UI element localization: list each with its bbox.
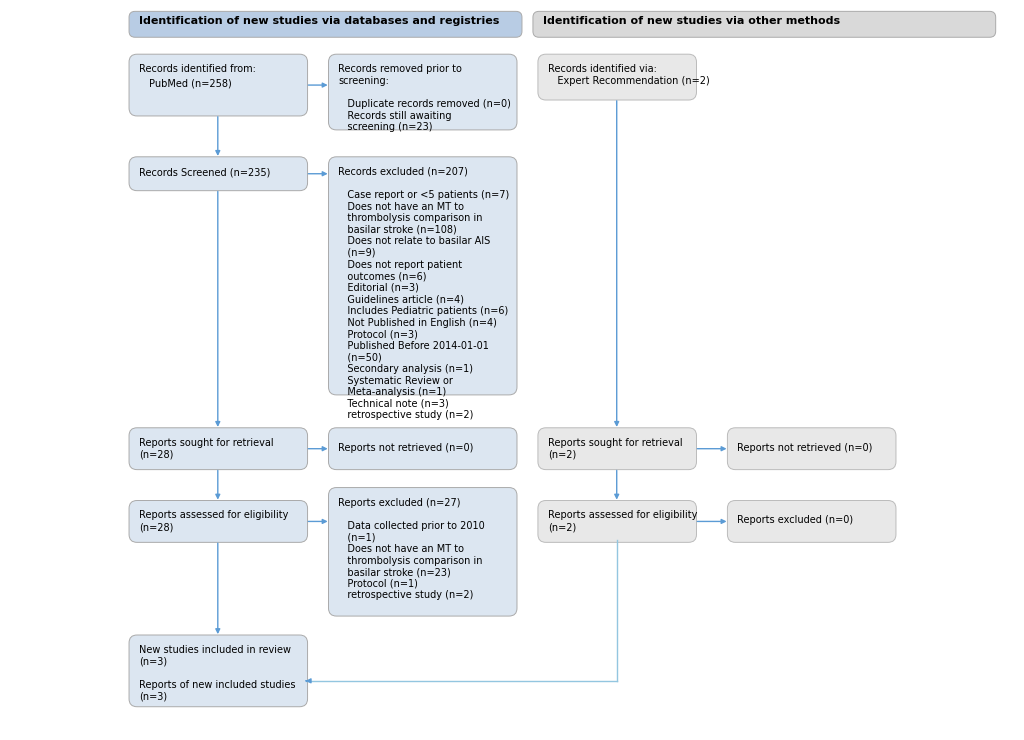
Text: Identification of new studies via other methods: Identification of new studies via other … xyxy=(543,16,840,27)
FancyBboxPatch shape xyxy=(129,500,307,542)
FancyBboxPatch shape xyxy=(329,54,517,130)
Text: Identification of new studies via databases and registries: Identification of new studies via databa… xyxy=(139,16,500,27)
FancyBboxPatch shape xyxy=(329,428,517,470)
FancyBboxPatch shape xyxy=(538,500,696,542)
Text: Records identified via:
   Expert Recommendation (n=2): Records identified via: Expert Recommend… xyxy=(548,64,710,86)
Text: PubMed (n=258): PubMed (n=258) xyxy=(148,78,231,88)
Text: Reports assessed for eligibility
(n=28): Reports assessed for eligibility (n=28) xyxy=(139,511,289,532)
FancyBboxPatch shape xyxy=(129,635,307,707)
Text: Reports not retrieved (n=0): Reports not retrieved (n=0) xyxy=(339,443,474,453)
FancyBboxPatch shape xyxy=(538,428,696,470)
FancyBboxPatch shape xyxy=(532,11,995,37)
Text: Reports not retrieved (n=0): Reports not retrieved (n=0) xyxy=(737,443,872,453)
FancyBboxPatch shape xyxy=(727,428,896,470)
Text: Records excluded (n=207)

   Case report or <5 patients (n=7)
   Does not have a: Records excluded (n=207) Case report or … xyxy=(339,166,510,420)
FancyBboxPatch shape xyxy=(329,157,517,395)
Text: Records Screened (n=235): Records Screened (n=235) xyxy=(139,168,270,178)
FancyBboxPatch shape xyxy=(727,500,896,542)
FancyBboxPatch shape xyxy=(129,428,307,470)
FancyBboxPatch shape xyxy=(538,54,696,100)
Text: Records removed prior to
screening:

   Duplicate records removed (n=0)
   Recor: Records removed prior to screening: Dupl… xyxy=(339,64,511,132)
Text: Reports assessed for eligibility
(n=2): Reports assessed for eligibility (n=2) xyxy=(548,511,697,532)
FancyBboxPatch shape xyxy=(329,488,517,616)
Text: Reports excluded (n=27)

   Data collected prior to 2010
   (n=1)
   Does not ha: Reports excluded (n=27) Data collected p… xyxy=(339,497,485,600)
Text: Records identified from:: Records identified from: xyxy=(139,64,256,74)
Text: Reports sought for retrieval
(n=2): Reports sought for retrieval (n=2) xyxy=(548,438,683,460)
Text: Reports sought for retrieval
(n=28): Reports sought for retrieval (n=28) xyxy=(139,438,273,460)
Text: Reports excluded (n=0): Reports excluded (n=0) xyxy=(737,516,854,525)
FancyBboxPatch shape xyxy=(129,54,307,116)
FancyBboxPatch shape xyxy=(129,157,307,191)
Text: New studies included in review
(n=3)

Reports of new included studies
(n=3): New studies included in review (n=3) Rep… xyxy=(139,645,296,702)
FancyBboxPatch shape xyxy=(129,11,522,37)
